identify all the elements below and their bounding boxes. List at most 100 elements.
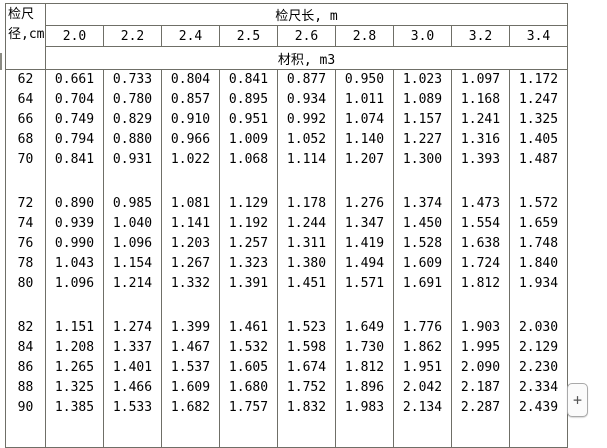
table-row: 78 1.043 1.154 1.267 1.323 1.380 1.494 1.609 1.7… <box>5 253 569 274</box>
corner-header-diameter: 检尺 径,cm <box>5 3 46 70</box>
volume-cell: 1.311 <box>277 233 336 254</box>
volume-cell: 0.910 <box>161 109 220 130</box>
group-gap-row <box>5 293 569 318</box>
diameter-cell: 74 <box>5 213 46 234</box>
volume-cell: 0.780 <box>103 89 162 110</box>
volume-cell: 1.274 <box>103 317 162 338</box>
volume-cell: 1.096 <box>45 273 104 294</box>
volume-cell: 1.995 <box>451 337 510 358</box>
volume-cell: 1.172 <box>508 69 569 90</box>
volume-cell: 1.466 <box>103 377 162 398</box>
gap-cell <box>219 169 278 194</box>
table-row: 70 0.841 0.931 1.022 1.068 1.114 1.207 1.300 1.3… <box>5 149 569 170</box>
gap-cell <box>451 417 510 448</box>
volume-cell: 1.276 <box>335 193 394 214</box>
volume-cell: 1.068 <box>219 149 278 170</box>
volume-cell: 1.300 <box>393 149 452 170</box>
volume-cell: 1.473 <box>451 193 510 214</box>
volume-cell: 0.992 <box>277 109 336 130</box>
diameter-cell: 90 <box>5 397 46 418</box>
volume-cell: 1.776 <box>393 317 452 338</box>
length-header: 检尺长, m <box>44 3 569 26</box>
volume-table-container: 检尺 径,cm 检尺长, m 2.0 2.2 2.4 2.5 2.6 2.8 3.0 3.2 3.… <box>5 3 569 448</box>
gap-cell <box>103 293 162 318</box>
volume-cell: 0.990 <box>45 233 104 254</box>
gap-cell <box>161 417 220 448</box>
length-column-header: 2.8 <box>335 25 394 47</box>
left-edge-artifact <box>0 53 2 70</box>
volume-cell: 1.896 <box>335 377 394 398</box>
volume-cell: 1.730 <box>335 337 394 358</box>
volume-cell: 1.208 <box>45 337 104 358</box>
gap-cell <box>5 293 46 318</box>
volume-cell: 1.609 <box>393 253 452 274</box>
gap-cell <box>103 417 162 448</box>
gap-cell <box>45 169 104 194</box>
volume-cell: 1.347 <box>335 213 394 234</box>
diameter-cell: 86 <box>5 357 46 378</box>
corner-header-line1: 检尺 <box>8 7 35 22</box>
volume-cell: 1.674 <box>277 357 336 378</box>
gap-cell <box>451 169 510 194</box>
length-column-header: 2.2 <box>103 25 162 47</box>
gap-cell <box>451 293 510 318</box>
group-gap-row <box>5 417 569 448</box>
volume-cell: 1.267 <box>161 253 220 274</box>
volume-cell: 1.011 <box>335 89 394 110</box>
volume-cell: 1.528 <box>393 233 452 254</box>
gap-cell <box>335 293 394 318</box>
volume-cell: 0.704 <box>45 89 104 110</box>
volume-cell: 1.374 <box>393 193 452 214</box>
volume-cell: 1.325 <box>508 109 569 130</box>
diameter-cell: 76 <box>5 233 46 254</box>
table-row: 76 0.990 1.096 1.203 1.257 1.311 1.419 1.528 1.6… <box>5 233 569 254</box>
volume-cell: 1.757 <box>219 397 278 418</box>
volume-cell: 0.951 <box>219 109 278 130</box>
volume-cell: 1.682 <box>161 397 220 418</box>
diameter-cell: 62 <box>5 69 46 90</box>
gap-cell <box>5 417 46 448</box>
volume-cell: 2.287 <box>451 397 510 418</box>
group-gap-row <box>5 169 569 194</box>
gap-cell <box>45 293 104 318</box>
volume-cell: 1.337 <box>103 337 162 358</box>
volume-cell: 1.391 <box>219 273 278 294</box>
table-row: 84 1.208 1.337 1.467 1.532 1.598 1.730 1.862 1.9… <box>5 337 569 358</box>
volume-cell: 1.257 <box>219 233 278 254</box>
table-row: 80 1.096 1.214 1.332 1.391 1.451 1.571 1.691 1.8… <box>5 273 569 294</box>
volume-cell: 1.609 <box>161 377 220 398</box>
volume-cell: 1.096 <box>103 233 162 254</box>
diameter-cell: 70 <box>5 149 46 170</box>
diameter-cell: 64 <box>5 89 46 110</box>
volume-cell: 1.168 <box>451 89 510 110</box>
volume-cell: 1.691 <box>393 273 452 294</box>
volume-cell: 1.207 <box>335 149 394 170</box>
length-column-header: 3.2 <box>451 25 510 47</box>
volume-cell: 1.812 <box>451 273 510 294</box>
volume-cell: 1.052 <box>277 129 336 150</box>
volume-cell: 1.812 <box>335 357 394 378</box>
length-column-header: 2.4 <box>161 25 220 47</box>
volume-cell: 1.097 <box>451 69 510 90</box>
volume-cell: 0.794 <box>45 129 104 150</box>
table-row: 74 0.939 1.040 1.141 1.192 1.244 1.347 1.450 1.5… <box>5 213 569 234</box>
volume-cell: 0.939 <box>45 213 104 234</box>
length-column-header: 3.4 <box>508 25 569 47</box>
expand-plus-button[interactable]: + <box>567 383 588 417</box>
gap-cell <box>393 169 452 194</box>
volume-cell: 2.090 <box>451 357 510 378</box>
diameter-cell: 78 <box>5 253 46 274</box>
volume-cell: 1.934 <box>508 273 569 294</box>
volume-cell: 1.450 <box>393 213 452 234</box>
gap-cell <box>277 417 336 448</box>
table-row: 88 1.325 1.466 1.609 1.680 1.752 1.896 2.042 2.1… <box>5 377 569 398</box>
diameter-cell: 84 <box>5 337 46 358</box>
volume-cell: 0.841 <box>219 69 278 90</box>
gap-cell <box>393 417 452 448</box>
volume-cell: 1.401 <box>103 357 162 378</box>
volume-cell: 1.523 <box>277 317 336 338</box>
diameter-cell: 88 <box>5 377 46 398</box>
volume-cell: 1.605 <box>219 357 278 378</box>
volume-cell: 2.187 <box>451 377 510 398</box>
volume-cell: 2.334 <box>508 377 569 398</box>
